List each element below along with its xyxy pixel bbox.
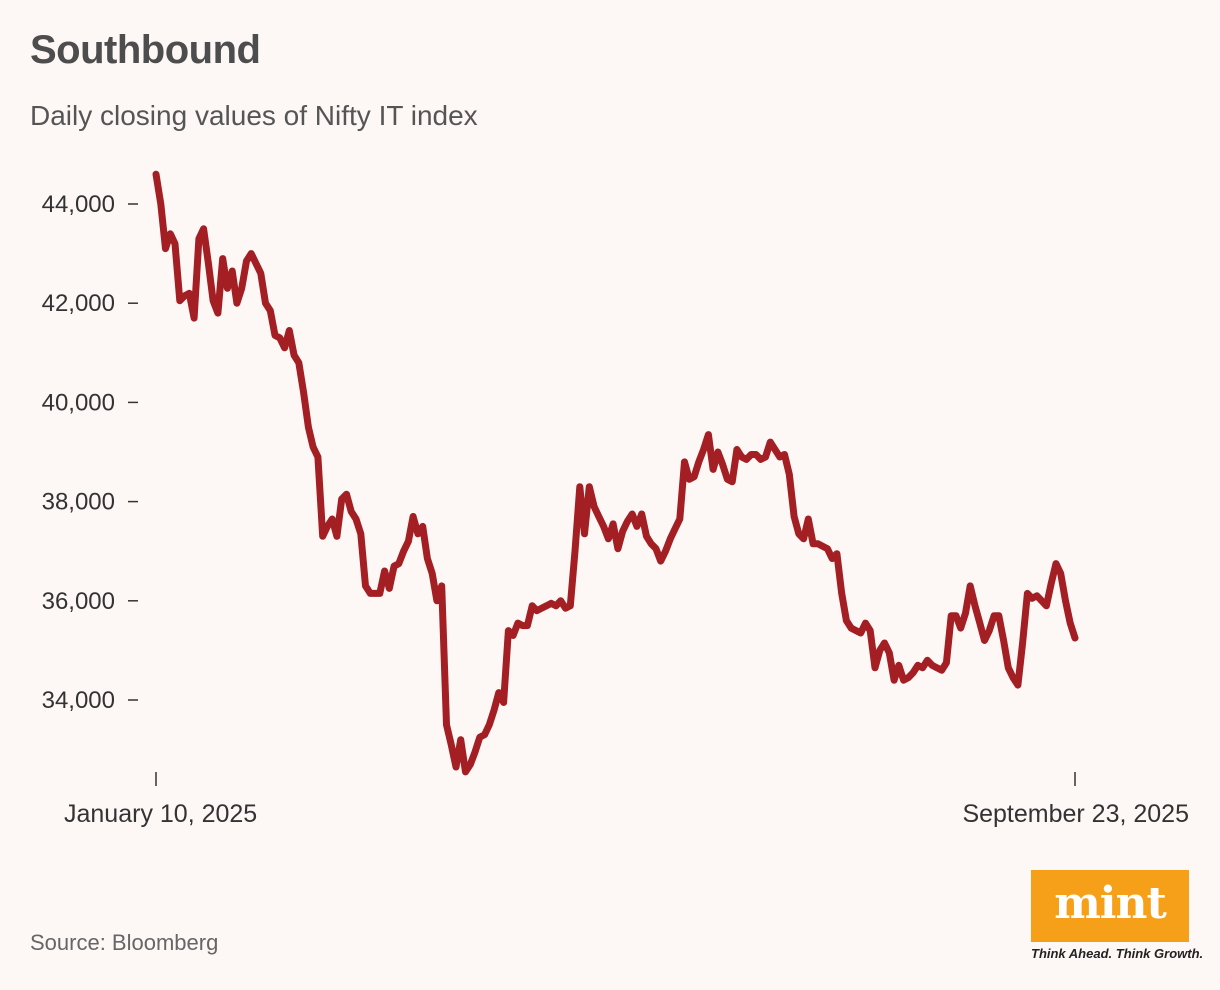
- series-line: [152, 170, 1079, 776]
- y-tick-label: 44,000: [42, 191, 115, 218]
- logo-text: mint: [1054, 877, 1167, 929]
- y-axis: 34,000 36,000 38,000 40,000 42,000 44,000: [42, 191, 138, 714]
- y-tick-label: 36,000: [42, 588, 115, 615]
- x-tick-label: September 23, 2025: [962, 800, 1189, 828]
- mint-logo: mint: [1031, 870, 1189, 942]
- chart-subtitle: Daily closing values of Nifty IT index: [30, 100, 478, 131]
- y-tick-label: 42,000: [42, 290, 115, 317]
- y-tick-label: 38,000: [42, 489, 115, 516]
- x-axis: January 10, 2025 September 23, 2025: [64, 772, 1189, 828]
- source-note: Source: Bloomberg: [30, 930, 219, 955]
- y-tick-label: 34,000: [42, 687, 115, 714]
- y-tick-label: 40,000: [42, 389, 115, 416]
- chart-title: Southbound: [30, 28, 261, 72]
- logo-tagline: Think Ahead. Think Growth.: [1031, 946, 1204, 961]
- series-layer: [152, 170, 1079, 776]
- x-tick-label: January 10, 2025: [64, 800, 257, 828]
